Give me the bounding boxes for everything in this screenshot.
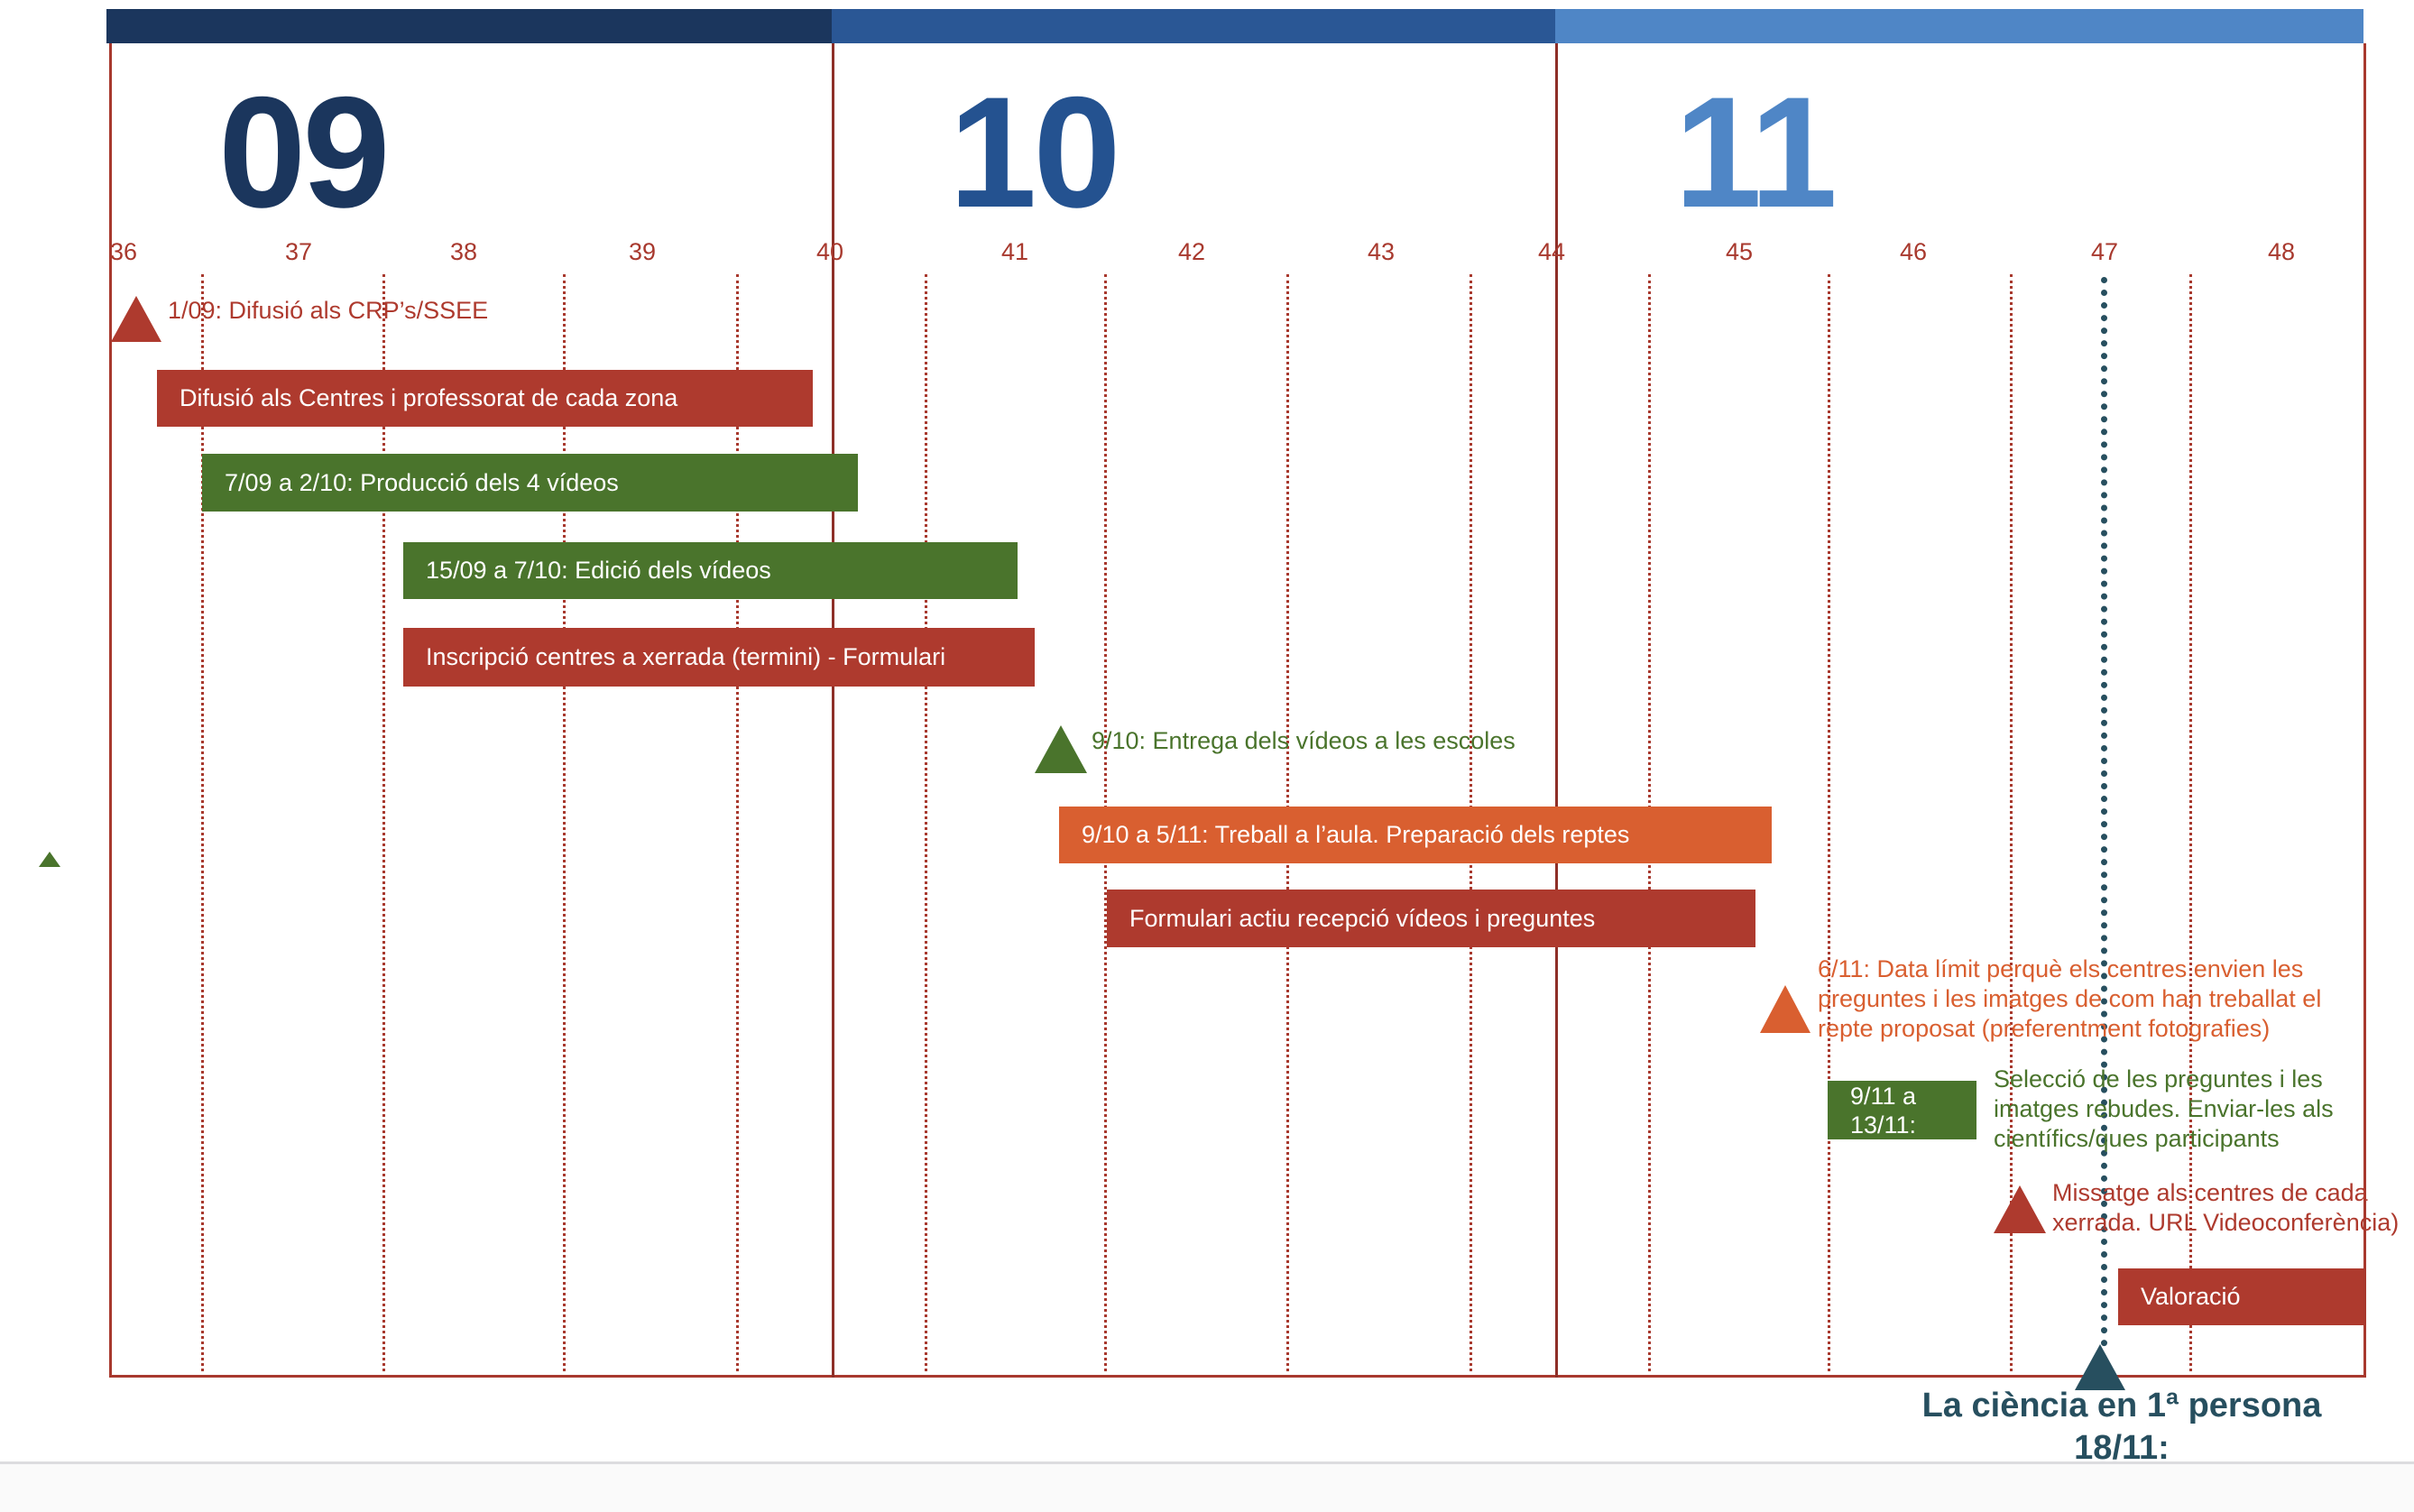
month-divider: [832, 43, 834, 1378]
task-seleccio-description: Selecció de les preguntes i les imatges …: [1994, 1065, 2334, 1152]
week-label: 44: [1537, 238, 1566, 265]
week-label: 38: [449, 238, 478, 265]
month-bar-10: [832, 9, 1555, 43]
milestone-missatge: Missatge als centres de cada xerrada. UR…: [2052, 1179, 2400, 1236]
task-treball: 9/10 a 5/11: Treball a l’aula. Preparaci…: [1059, 807, 1772, 863]
month-divider: [1555, 43, 1558, 1378]
week-gridline: [201, 274, 204, 1378]
milestone-triangle-icon: [111, 296, 161, 342]
week-label: 46: [1899, 238, 1928, 265]
month-label-11: 11: [1674, 65, 1838, 241]
week-label: 42: [1177, 238, 1206, 265]
task-formulari: Formulari actiu recepció vídeos i pregun…: [1107, 890, 1755, 947]
milestone-triangle-icon: [1760, 985, 1810, 1033]
milestone-triangle-icon: [1994, 1185, 2046, 1233]
task-difusio: Difusió als Centres i professorat de cad…: [157, 370, 813, 427]
week-gridline: [736, 274, 739, 1378]
week-label: 37: [284, 238, 313, 265]
event-date: 18/11:: [2074, 1429, 2170, 1467]
week-label: 48: [2267, 238, 2296, 265]
month-label-10: 10: [949, 65, 1121, 241]
month-bar-09: [106, 9, 832, 43]
footer-area: [0, 1464, 2414, 1512]
week-gridline: [563, 274, 566, 1378]
milestone-entrega: 9/10: Entrega dels vídeos a les escoles: [1092, 727, 1516, 754]
task-valoracio: Valoració: [2118, 1268, 2363, 1325]
month-label-09: 09: [218, 65, 391, 241]
event-title: La ciència en 1ª persona: [1921, 1387, 2322, 1424]
milestone-triangle-icon: [1035, 725, 1087, 773]
week-label: 47: [2090, 238, 2119, 265]
week-gridline: [2189, 274, 2192, 1378]
event-label: La ciència en 1ª persona 18/11:: [1851, 1385, 2392, 1470]
task-seleccio: 9/11 a 13/11:: [1828, 1081, 1976, 1139]
week-gridline: [382, 274, 385, 1378]
task-produccio: 7/09 a 2/10: Producció dels 4 vídeos: [202, 454, 858, 512]
week-label: 40: [815, 238, 844, 265]
week-label: 39: [628, 238, 657, 265]
month-bar-11: [1555, 9, 2363, 43]
week-gridline: [925, 274, 927, 1378]
milestone-limit: 6/11: Data límit perquè els centres envi…: [1818, 955, 2322, 1042]
task-edicio: 15/09 a 7/10: Edició dels vídeos: [403, 542, 1018, 599]
milestone-line: [2101, 277, 2107, 1347]
week-label: 43: [1367, 238, 1396, 265]
week-label: 41: [1000, 238, 1029, 265]
week-label: 36: [109, 238, 138, 265]
week-gridline: [2010, 274, 2013, 1378]
triangle-marker-icon: [39, 852, 60, 867]
event-triangle-icon: [2075, 1344, 2125, 1390]
milestone-crp: 1/09: Difusió als CRP’s/SSEE: [168, 297, 489, 324]
divider: [0, 1461, 2414, 1464]
week-label: 45: [1725, 238, 1754, 265]
task-inscripcio: Inscripció centres a xerrada (termini) -…: [403, 628, 1035, 687]
task-seleccio-label: 9/11 a 13/11:: [1850, 1082, 1917, 1139]
timeline-frame: [109, 43, 2366, 1378]
week-gridline: [1828, 274, 1830, 1378]
